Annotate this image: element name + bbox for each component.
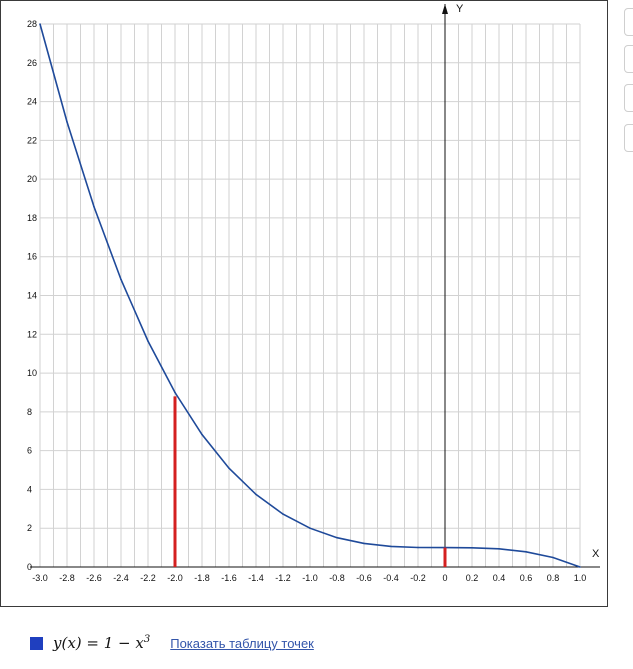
side-tool-button-3[interactable] [624, 84, 633, 112]
data-point [309, 527, 311, 530]
x-tick-label: 0.6 [520, 573, 533, 583]
side-tool-button-4[interactable] [624, 124, 633, 152]
x-tick-label: -1.2 [275, 573, 291, 583]
legend-swatch [30, 636, 43, 650]
y-tick-label: 28 [27, 19, 37, 29]
data-point [39, 23, 41, 25]
x-tick-label: -1.4 [248, 573, 264, 583]
data-point [147, 340, 149, 342]
y-tick-label: 12 [27, 329, 37, 339]
x-tick-label: 0.2 [466, 573, 479, 583]
x-tick-label: -2.6 [86, 573, 102, 583]
legend-formula-exponent: 3 [143, 634, 151, 645]
x-tick-label: -0.4 [383, 573, 399, 583]
chart[interactable]: X Y -3.0 -2.8 -2.6 -2.4 -2.2 -2.0 -1.8 -1.6 -1.4 -1… [0, 0, 633, 620]
data-point [336, 536, 338, 539]
data-point [93, 205, 95, 208]
y-tick-label: 2 [27, 523, 32, 533]
y-tick-label: 10 [27, 368, 37, 378]
data-point [66, 121, 68, 123]
data-point [471, 546, 473, 549]
data-point [552, 556, 554, 559]
data-point [363, 542, 365, 545]
legend-formula: y(x) = 1 − x3 [53, 634, 150, 652]
y-tick-label: 6 [27, 446, 32, 456]
y-axis-label: Y [456, 3, 464, 15]
x-tick-label: 0 [442, 573, 447, 583]
data-point [579, 566, 581, 568]
x-tick-label: -0.6 [356, 573, 372, 583]
y-tick-label: 8 [27, 407, 32, 417]
y-tick-label: 20 [27, 174, 37, 184]
x-tick-label: -1.8 [194, 573, 210, 583]
y-tick-label: 18 [27, 213, 37, 223]
x-tick-label: 1.0 [574, 573, 587, 583]
y-tick-label: 24 [27, 97, 37, 107]
data-point [120, 278, 122, 281]
x-tick-label: -0.8 [329, 573, 345, 583]
x-tick-label: 0.8 [547, 573, 560, 583]
data-point [255, 493, 257, 496]
data-point [282, 513, 284, 515]
x-tick-label: -2.4 [113, 573, 129, 583]
x-tick-label: -2.2 [140, 573, 156, 583]
data-point [201, 433, 203, 436]
side-tool-button-2[interactable] [624, 45, 633, 73]
legend: y(x) = 1 − x3 Показать таблицу точек [30, 630, 314, 656]
data-point [390, 545, 392, 548]
y-axis-arrow [442, 4, 448, 14]
data-point [174, 391, 176, 394]
x-tick-label: 0.4 [493, 573, 506, 583]
y-tick-label: 16 [27, 252, 37, 262]
legend-formula-text: y(x) = 1 − x [53, 634, 144, 652]
data-point [498, 548, 500, 550]
side-tool-button-1[interactable] [624, 8, 633, 36]
data-point [417, 546, 419, 549]
x-tick-label: -2.8 [59, 573, 75, 583]
y-tick-label: 4 [27, 484, 32, 494]
x-tick-label: -1.0 [302, 573, 318, 583]
data-point [228, 467, 230, 469]
x-axis-label: X [592, 548, 600, 560]
x-tick-label: -1.6 [221, 573, 237, 583]
x-tick-label: -0.2 [410, 573, 426, 583]
y-tick-label: 26 [27, 58, 37, 68]
y-tick-label: 14 [27, 291, 37, 301]
y-tick-label: 0 [27, 562, 32, 572]
data-point [525, 550, 527, 553]
x-tick-label: -2.0 [167, 573, 183, 583]
show-points-table-link[interactable]: Показать таблицу точек [170, 635, 314, 651]
x-tick-label: -3.0 [32, 573, 48, 583]
y-tick-label: 22 [27, 135, 37, 145]
